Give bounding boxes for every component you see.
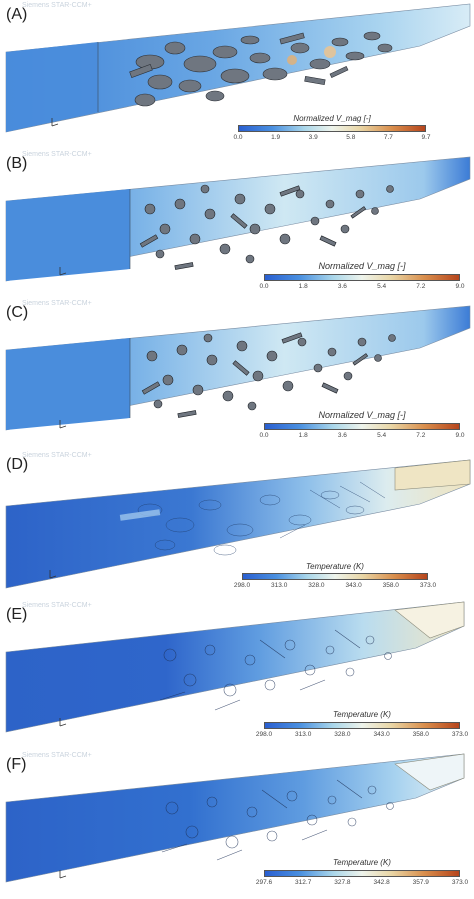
colorbar-title: Normalized V_mag [-] — [293, 114, 371, 123]
tick-label: 313.0 — [295, 731, 312, 738]
colorbar-a: Normalized V_mag [-] 0.0 1.9 3.9 5.8 7.7… — [233, 114, 430, 144]
cfd-domain-b — [5, 156, 471, 282]
tick-label: 357.9 — [412, 879, 429, 886]
axes-triad-c — [59, 420, 67, 429]
cfd-domain-a — [5, 3, 471, 133]
panel-f: Siemens STAR-CCM+ (F) Temperature (K) 29… — [0, 750, 474, 898]
tick-label: 1.9 — [271, 134, 281, 141]
colorbar-ticks: 0.0 1.8 3.6 5.4 7.2 9.0 — [259, 432, 464, 441]
particle-bed-f — [161, 779, 394, 861]
particle-bed-e — [159, 629, 392, 711]
colorbar-title: Normalized V_mag [-] — [318, 261, 406, 271]
panel-label: (D) — [6, 456, 29, 473]
tick-label: 312.7 — [295, 879, 312, 886]
tick-label: 5.4 — [377, 432, 387, 439]
tick-label: 373.0 — [451, 731, 469, 738]
tick-label: 9.0 — [455, 432, 465, 439]
tick-label: 328.0 — [308, 582, 325, 589]
tick-label: 1.8 — [298, 432, 308, 439]
colorbar-gradient — [242, 573, 428, 580]
colorbar-gradient — [264, 870, 460, 877]
tick-label: 358.0 — [382, 582, 399, 589]
panel-e: Siemens STAR-CCM+ (E) Temperature (K) 29… — [0, 600, 474, 748]
panel-label: (A) — [6, 6, 28, 23]
watermark: Siemens STAR-CCM+ — [22, 300, 92, 307]
tick-label: 0.0 — [259, 432, 269, 439]
colorbar-e: Temperature (K) 298.0 313.0 328.0 343.0 … — [256, 710, 468, 744]
tick-label: 7.2 — [416, 283, 426, 290]
tick-label: 7.7 — [383, 134, 393, 141]
tick-label: 327.8 — [334, 879, 351, 886]
panel-d: Siemens STAR-CCM+ (D) Temperature (K) 29… — [0, 450, 474, 598]
tick-label: 328.0 — [334, 731, 351, 738]
tick-label: 0.0 — [233, 134, 243, 141]
particle-bed-b — [139, 184, 394, 270]
watermark: Siemens STAR-CCM+ — [22, 452, 92, 459]
axes-triad-d — [49, 570, 57, 579]
colorbar-ticks: 297.6 312.7 327.8 342.8 357.9 373.0 — [256, 879, 468, 888]
tick-label: 298.0 — [233, 582, 251, 589]
colorbar-c: Normalized V_mag [-] 0.0 1.8 3.6 5.4 7.2… — [259, 410, 464, 444]
colorbar-f: Temperature (K) 297.6 312.7 327.8 342.8 … — [256, 858, 468, 892]
tick-label: 0.0 — [259, 283, 269, 290]
colorbar-ticks: 298.0 313.0 328.0 343.0 358.0 373.0 — [256, 731, 468, 740]
tick-label: 5.8 — [346, 134, 356, 141]
tick-label: 373.0 — [451, 879, 469, 886]
colorbar-gradient — [264, 722, 460, 729]
colorbar-gradient — [264, 423, 460, 430]
colorbar-title: Temperature (K) — [333, 710, 391, 719]
tick-label: 343.0 — [345, 582, 362, 589]
particle-bed-a — [129, 31, 393, 107]
particle-bed-c — [141, 332, 396, 418]
tick-label: 5.4 — [377, 283, 387, 290]
panel-c: Siemens STAR-CCM+ (C) Normalized V_mag [… — [0, 298, 474, 446]
panel-label: (F) — [6, 756, 27, 773]
tick-label: 343.0 — [373, 731, 390, 738]
tick-label: 3.6 — [337, 283, 347, 290]
watermark: Siemens STAR-CCM+ — [22, 602, 92, 609]
colorbar-title: Temperature (K) — [306, 562, 364, 571]
panel-label: (C) — [6, 304, 29, 321]
colorbar-title: Normalized V_mag [-] — [318, 410, 406, 420]
watermark: Siemens STAR-CCM+ — [22, 151, 92, 158]
axes-triad-a — [51, 118, 59, 127]
tick-label: 298.0 — [255, 731, 273, 738]
panel-label: (E) — [6, 606, 28, 623]
cfd-domain-f — [5, 753, 465, 883]
axes-triad-b — [59, 267, 67, 276]
colorbar-title: Temperature (K) — [333, 858, 391, 867]
colorbar-ticks: 298.0 313.0 328.0 343.0 358.0 373.0 — [234, 582, 436, 591]
watermark: Siemens STAR-CCM+ — [22, 752, 92, 759]
panel-label: (B) — [6, 155, 28, 172]
cfd-domain-d — [5, 459, 471, 589]
tick-label: 313.0 — [271, 582, 288, 589]
colorbar-d: Temperature (K) 298.0 313.0 328.0 343.0 … — [234, 562, 436, 592]
colorbar-b: Normalized V_mag [-] 0.0 1.8 3.6 5.4 7.2… — [259, 261, 464, 295]
cfd-domain-c — [5, 305, 471, 431]
tick-label: 342.8 — [373, 879, 390, 886]
panel-a: Siemens STAR-CCM+ (A) Normalized V_mag [… — [0, 0, 474, 148]
colorbar-ticks: 0.0 1.8 3.6 5.4 7.2 9.0 — [259, 283, 464, 292]
tick-label: 3.9 — [308, 134, 318, 141]
axes-triad-f — [59, 870, 67, 879]
colorbar-gradient — [264, 274, 460, 281]
tick-label: 9.7 — [421, 134, 431, 141]
tick-label: 373.0 — [419, 582, 437, 589]
axes-triad-e — [59, 718, 67, 727]
tick-label: 7.2 — [416, 432, 426, 439]
tick-label: 297.6 — [255, 879, 273, 886]
colorbar-ticks: 0.0 1.9 3.9 5.8 7.7 9.7 — [233, 134, 430, 143]
cfd-domain-e — [5, 601, 465, 733]
particle-bed-d — [137, 481, 386, 556]
tick-label: 9.0 — [455, 283, 465, 290]
watermark: Siemens STAR-CCM+ — [22, 2, 92, 9]
tick-label: 3.6 — [337, 432, 347, 439]
panel-b: Siemens STAR-CCM+ (B) Normalized V_mag [… — [0, 149, 474, 297]
tick-label: 1.8 — [298, 283, 308, 290]
tick-label: 358.0 — [412, 731, 429, 738]
colorbar-gradient — [238, 125, 426, 132]
